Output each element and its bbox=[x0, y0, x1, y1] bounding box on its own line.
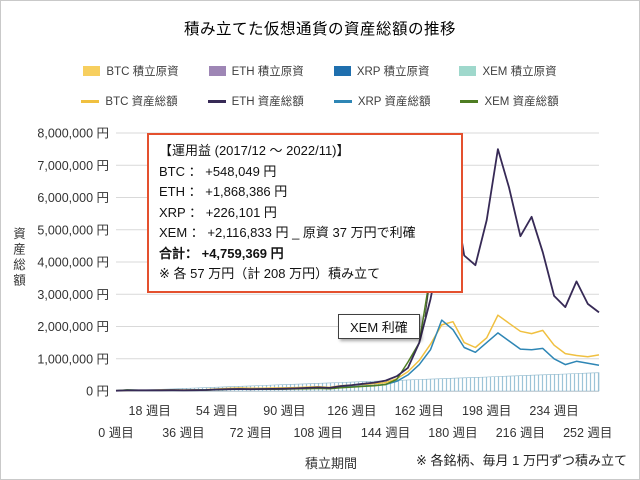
x-tick-label: 252 週目 bbox=[563, 426, 612, 440]
eth-total-swatch-icon bbox=[207, 99, 226, 103]
legend-item-xem-total: XEM 資産総額 bbox=[460, 93, 559, 109]
x-tick-label: 72 週目 bbox=[230, 426, 272, 440]
y-tick-label: 1,000,000 円 bbox=[37, 352, 109, 366]
annotation-total: 合計： +4,759,369 円 bbox=[159, 245, 284, 261]
footer-note: ※ 各銘柄、毎月 1 万円ずつ積み立て bbox=[416, 453, 627, 468]
x-tick-label: 0 週目 bbox=[98, 426, 133, 440]
annotation-line-btc: BTC ： +548,049 円 bbox=[159, 163, 277, 179]
legend-label: XEM 資産総額 bbox=[484, 96, 559, 108]
y-tick-label: 8,000,000 円 bbox=[37, 127, 109, 141]
legend-row-principal: BTC 積立原資 ETH 積立原資 XRP 積立原資 XEM 積立原資 bbox=[1, 63, 639, 79]
legend-label: BTC 資産総額 bbox=[105, 96, 178, 108]
performance-annotation: 【運用益 (2017/12 ～ 2022/11)】 BTC ： +548,049… bbox=[147, 133, 463, 293]
x-tick-label: 180 週目 bbox=[428, 426, 477, 440]
legend-label: ETH 資産総額 bbox=[231, 96, 304, 108]
eth-principal-swatch-icon bbox=[208, 66, 226, 76]
legend-label: BTC 積立原資 bbox=[106, 66, 179, 78]
legend-label: XRP 資産総額 bbox=[357, 96, 431, 108]
btc-principal-swatch-icon bbox=[83, 66, 101, 76]
y-tick-label: 3,000,000 円 bbox=[37, 288, 109, 302]
xem-total-swatch-icon bbox=[460, 99, 479, 103]
xrp-total-swatch-icon bbox=[333, 99, 352, 103]
btc-total-swatch-icon bbox=[81, 99, 100, 103]
x-tick-label: 90 週目 bbox=[263, 404, 305, 418]
x-tick-label: 108 週目 bbox=[294, 426, 343, 440]
x-tick-label: 18 週目 bbox=[129, 404, 171, 418]
legend-item-xem-principal: XEM 積立原資 bbox=[459, 63, 557, 79]
y-tick-label: 0 円 bbox=[86, 385, 109, 399]
y-tick-label: 7,000,000 円 bbox=[37, 159, 109, 173]
annotation-title: 【運用益 (2017/12 ～ 2022/11)】 bbox=[159, 143, 350, 158]
x-tick-label: 198 週目 bbox=[462, 404, 511, 418]
y-tick-label: 5,000,000 円 bbox=[37, 223, 109, 237]
annotation-line-xem: XEM ： +2,116,833 円 _ 原資 37 万円で利確 bbox=[159, 225, 416, 240]
x-tick-label: 144 週目 bbox=[361, 426, 410, 440]
x-axis-title: 積立期間 bbox=[304, 456, 357, 471]
x-tick-label: 126 週目 bbox=[327, 404, 376, 418]
legend-label: XRP 積立原資 bbox=[356, 66, 430, 78]
legend-item-btc-principal: BTC 積立原資 bbox=[83, 63, 179, 79]
series-line-eth bbox=[115, 148, 600, 392]
y-tick-label: 6,000,000 円 bbox=[37, 191, 109, 205]
x-tick-label: 54 週目 bbox=[196, 404, 238, 418]
y-tick-label: 4,000,000 円 bbox=[37, 256, 109, 270]
legend-item-xrp-principal: XRP 積立原資 bbox=[333, 63, 430, 79]
annotation-line-eth: ETH ： +1,868,386 円 bbox=[159, 184, 288, 199]
y-axis-title: 資産総額 bbox=[11, 227, 25, 289]
legend-label: ETH 積立原資 bbox=[231, 66, 304, 78]
legend-item-xrp-total: XRP 資産総額 bbox=[333, 93, 431, 109]
x-tick-label: 234 週目 bbox=[529, 404, 578, 418]
principal-area bbox=[115, 372, 600, 392]
y-tick-label: 2,000,000 円 bbox=[37, 320, 109, 334]
legend-item-eth-principal: ETH 積立原資 bbox=[208, 63, 304, 79]
x-tick-label: 162 週目 bbox=[395, 404, 444, 418]
annotation-note: ※ 各 57 万円（計 208 万円）積み立て bbox=[159, 266, 381, 281]
legend-label: XEM 積立原資 bbox=[482, 66, 557, 78]
x-tick-label: 216 週目 bbox=[496, 426, 545, 440]
chart-title: 積み立てた仮想通貨の資産総額の推移 bbox=[183, 21, 456, 38]
legend-item-eth-total: ETH 資産総額 bbox=[207, 93, 304, 109]
x-tick-label: 36 週目 bbox=[162, 426, 204, 440]
legend-row-total: BTC 資産総額 ETH 資産総額 XRP 資産総額 XEM 資産総額 bbox=[1, 93, 639, 109]
legend-item-btc-total: BTC 資産総額 bbox=[81, 93, 178, 109]
xrp-principal-swatch-icon bbox=[333, 66, 351, 76]
xem-profit-callout: XEM 利確 bbox=[338, 314, 420, 339]
annotation-line-xrp: XRP ： +226,101 円 bbox=[159, 204, 277, 220]
xem-principal-swatch-icon bbox=[459, 66, 477, 76]
